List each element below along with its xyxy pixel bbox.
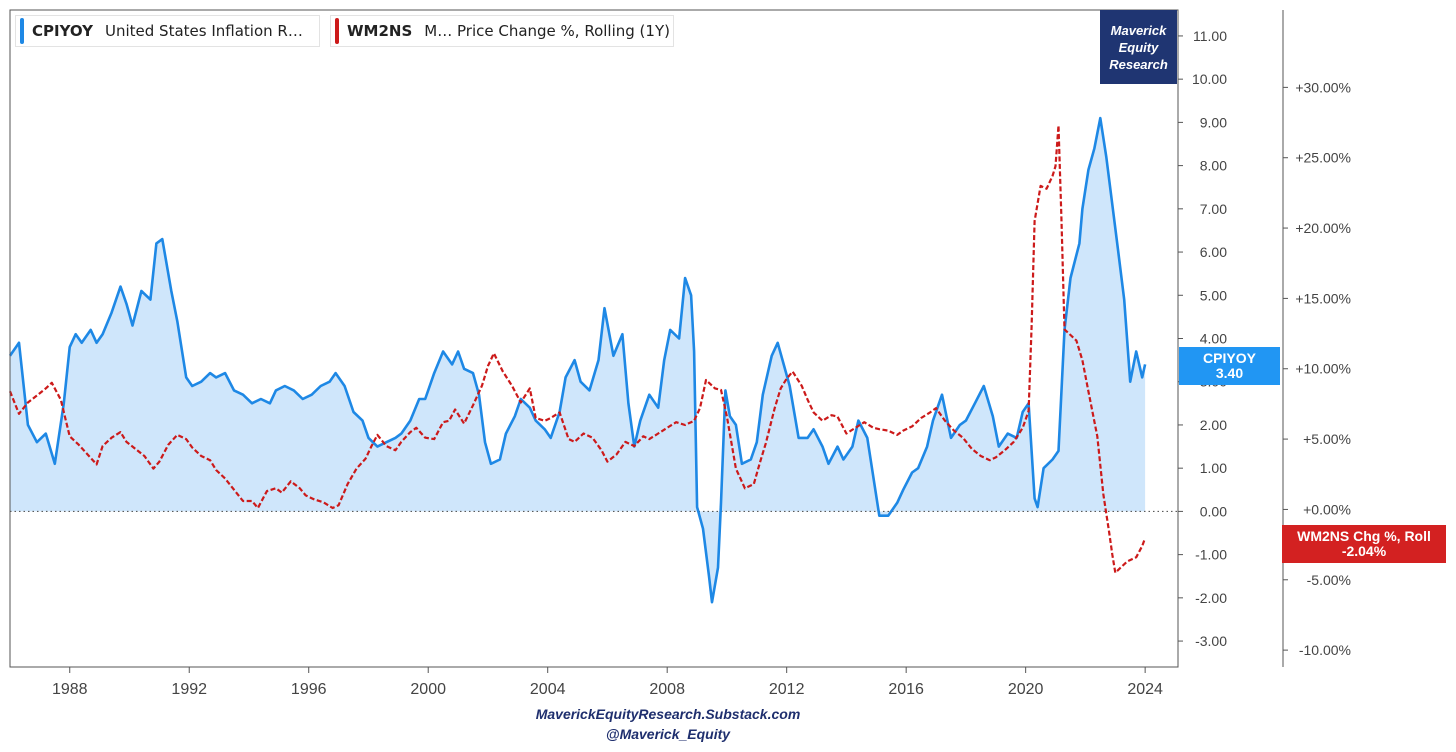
cpi-area-layer: [10, 118, 1146, 603]
x-tick-label: 2000: [410, 681, 446, 698]
x-tick-label: 2008: [649, 681, 685, 698]
left-y-axis: 11.0010.009.008.007.006.005.004.003.002.…: [1178, 28, 1227, 649]
y-left-tick-label: -3.00: [1195, 633, 1227, 649]
y-right-tick-label: +20.00%: [1295, 220, 1351, 236]
y-right-tick-label: -10.00%: [1299, 642, 1351, 658]
y-left-tick-label: 2.00: [1200, 417, 1227, 433]
y-left-tick-label: -1.00: [1195, 547, 1227, 563]
legend-label-m2: M… Price Change %, Rolling (1Y): [424, 22, 670, 40]
series-lines-layer: [8, 116, 1147, 604]
y-left-tick-label: 0.00: [1200, 503, 1227, 519]
y-left-tick-label: 5.00: [1200, 287, 1227, 303]
plot-frame: [9, 9, 1179, 668]
y-right-tick-label: -5.00%: [1307, 572, 1351, 588]
legend-label-cpi: United States Inflation R…: [105, 22, 303, 40]
y-left-tick-label: 8.00: [1200, 158, 1227, 174]
x-tick-label: 2024: [1127, 681, 1163, 698]
footer-handle[interactable]: @Maverick_Equity: [605, 726, 731, 742]
cpi-badge-title: CPIYOY: [1203, 350, 1256, 366]
y-left-tick-label: 10.00: [1192, 71, 1227, 87]
series-line-wm2ns: [8, 124, 1147, 574]
x-tick-label: 1992: [171, 681, 207, 698]
y-left-tick-label: 6.00: [1200, 244, 1227, 260]
legend-code-m2: WM2NS: [347, 22, 413, 40]
y-left-tick-label: 1.00: [1200, 460, 1227, 476]
cpi-badge-value: 3.40: [1215, 365, 1244, 381]
y-right-tick-label: +0.00%: [1303, 501, 1351, 517]
x-axis: 1988 1992 1996 2000 2004 2008 2012 2016 2020 2024: [52, 667, 1163, 698]
legend-swatch-m2: [335, 18, 339, 44]
legend-code-cpi: CPIYOY: [32, 22, 93, 40]
x-tick-label: 2012: [769, 681, 805, 698]
y-right-tick-label: +5.00%: [1303, 431, 1351, 447]
right-y-axis: +30.00% +25.00% +20.00% +15.00% +10.00% +5.00…: [1283, 79, 1351, 658]
y-left-tick-label: 4.00: [1200, 331, 1227, 347]
y-right-tick-label: +10.00%: [1295, 361, 1351, 377]
x-tick-label: 2004: [530, 681, 566, 698]
y-left-tick-label: 11.00: [1193, 28, 1227, 44]
y-left-tick-label: 7.00: [1200, 201, 1227, 217]
y-right-tick-label: +25.00%: [1295, 150, 1351, 166]
legend-item-wm2ns[interactable]: WM2NS M… Price Change %, Rolling (1Y): [330, 15, 674, 47]
legend-swatch-cpi: [20, 18, 24, 44]
y-left-tick-label: 9.00: [1200, 114, 1227, 130]
y-right-tick-label: +30.00%: [1295, 79, 1351, 95]
series-line-cpiyoy: [8, 116, 1147, 604]
x-tick-label: 1988: [52, 681, 88, 698]
m2-badge-value: -2.04%: [1341, 543, 1387, 559]
x-tick-label: 2016: [888, 681, 924, 698]
footer-website[interactable]: MaverickEquityResearch.Substack.com: [535, 706, 801, 722]
m2-badge-title: WM2NS Chg %, Roll: [1297, 528, 1431, 544]
m2-value-badge: WM2NS Chg %, Roll -2.04%: [1282, 525, 1446, 563]
x-tick-label: 2020: [1008, 681, 1044, 698]
cpi-value-badge: CPIYOY 3.40: [1179, 347, 1280, 385]
y-left-tick-label: -2.00: [1195, 590, 1227, 606]
legend-item-cpiyoy[interactable]: CPIYOY United States Inflation R…: [15, 15, 320, 47]
brand-logo: Maverick Equity Research: [1100, 10, 1177, 84]
series-area-cpiyoy: [10, 118, 1146, 603]
x-tick-label: 1996: [291, 681, 327, 698]
y-right-tick-label: +15.00%: [1295, 290, 1351, 306]
